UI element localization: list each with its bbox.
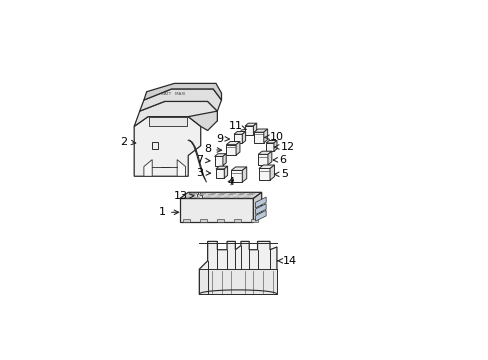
Polygon shape: [216, 219, 223, 222]
Bar: [210, 193, 216, 194]
Bar: [201, 193, 206, 194]
Polygon shape: [149, 117, 186, 126]
Polygon shape: [188, 111, 217, 131]
Polygon shape: [216, 166, 227, 169]
Bar: [198, 194, 204, 195]
Polygon shape: [265, 143, 273, 151]
Bar: [186, 195, 192, 196]
Text: 12: 12: [274, 141, 294, 152]
Polygon shape: [180, 198, 253, 222]
Polygon shape: [253, 192, 261, 222]
Polygon shape: [231, 167, 246, 170]
Polygon shape: [224, 166, 227, 178]
Polygon shape: [236, 141, 240, 155]
Bar: [152, 143, 158, 149]
Bar: [208, 194, 214, 195]
Polygon shape: [258, 154, 267, 165]
Bar: [243, 197, 248, 198]
Polygon shape: [143, 84, 221, 100]
Polygon shape: [199, 269, 276, 294]
Polygon shape: [259, 165, 274, 168]
Bar: [239, 193, 244, 194]
Polygon shape: [258, 151, 271, 154]
Polygon shape: [263, 129, 267, 143]
Polygon shape: [177, 159, 185, 176]
Text: 6: 6: [273, 155, 286, 165]
Polygon shape: [242, 131, 245, 143]
Bar: [218, 194, 224, 195]
Polygon shape: [180, 192, 261, 198]
Polygon shape: [143, 159, 152, 176]
Polygon shape: [254, 129, 267, 132]
Polygon shape: [250, 219, 257, 222]
Bar: [220, 193, 225, 194]
Bar: [229, 193, 235, 194]
Text: 7: 7: [196, 155, 209, 165]
Bar: [189, 194, 194, 195]
Polygon shape: [197, 192, 202, 198]
Polygon shape: [255, 197, 265, 208]
Polygon shape: [183, 219, 189, 222]
Polygon shape: [231, 170, 242, 182]
Text: 8: 8: [203, 144, 221, 154]
Bar: [224, 197, 229, 198]
Bar: [204, 197, 209, 198]
Polygon shape: [134, 102, 217, 126]
Bar: [194, 197, 200, 198]
Text: 11: 11: [228, 121, 245, 131]
Bar: [249, 193, 254, 194]
Polygon shape: [214, 157, 223, 166]
Bar: [233, 197, 239, 198]
Polygon shape: [134, 117, 200, 176]
Bar: [216, 195, 221, 196]
Polygon shape: [226, 141, 240, 145]
Bar: [196, 195, 202, 196]
Polygon shape: [253, 123, 256, 135]
Bar: [191, 193, 196, 194]
Polygon shape: [242, 167, 246, 182]
Polygon shape: [244, 123, 256, 126]
Polygon shape: [214, 154, 226, 157]
Bar: [206, 195, 211, 196]
Polygon shape: [140, 89, 221, 111]
Text: 14: 14: [277, 256, 297, 266]
Polygon shape: [233, 219, 240, 222]
Polygon shape: [233, 134, 242, 143]
Text: 1: 1: [159, 207, 178, 217]
Polygon shape: [269, 165, 274, 180]
Polygon shape: [254, 132, 263, 143]
Polygon shape: [255, 204, 265, 215]
Text: 10: 10: [264, 132, 284, 142]
Polygon shape: [259, 168, 269, 180]
Polygon shape: [267, 151, 271, 165]
Text: BATT   MAXI: BATT MAXI: [161, 92, 185, 96]
Bar: [184, 197, 190, 198]
Bar: [235, 195, 241, 196]
Bar: [237, 194, 243, 195]
Polygon shape: [199, 219, 206, 222]
Polygon shape: [265, 140, 276, 143]
Bar: [225, 195, 231, 196]
Polygon shape: [216, 169, 224, 178]
Text: 4: 4: [227, 177, 234, 187]
Polygon shape: [199, 242, 276, 294]
Text: 9: 9: [215, 134, 229, 144]
Bar: [244, 195, 250, 196]
Polygon shape: [244, 126, 253, 135]
Polygon shape: [233, 131, 245, 134]
Polygon shape: [223, 154, 226, 166]
Bar: [227, 194, 233, 195]
Polygon shape: [226, 145, 236, 155]
Text: 3: 3: [196, 168, 210, 177]
Polygon shape: [273, 140, 276, 151]
Text: 2: 2: [120, 136, 136, 147]
Text: 5: 5: [274, 169, 287, 179]
Polygon shape: [255, 210, 265, 221]
Bar: [214, 197, 219, 198]
Bar: [247, 194, 252, 195]
Text: 13: 13: [173, 191, 194, 201]
